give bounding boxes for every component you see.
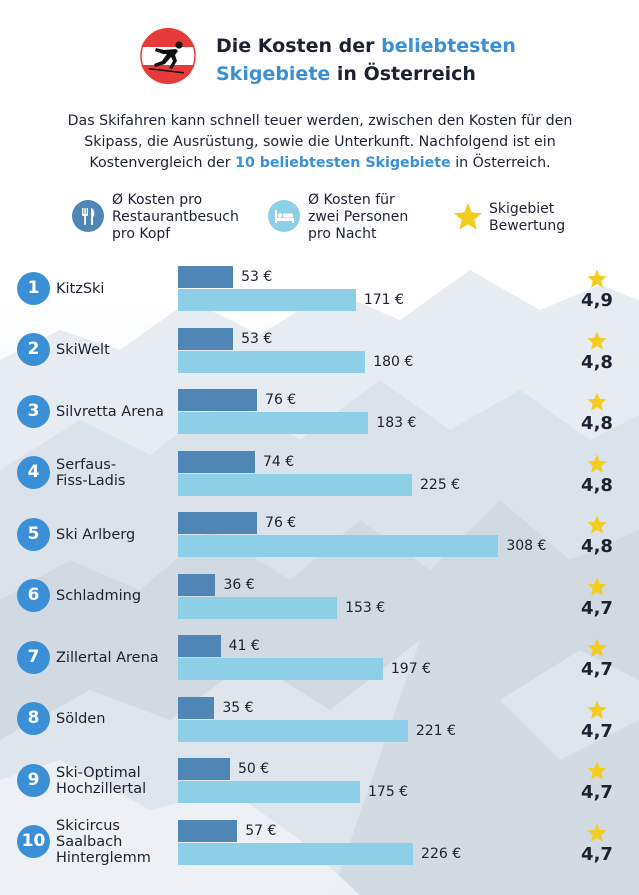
restaurant-cost-label: 74 €	[262, 453, 295, 470]
legend-lodging-label: Ø Kosten für zwei Personen pro Nacht	[308, 192, 409, 242]
title-highlight: beliebtesten	[381, 35, 516, 57]
legend-restaurant-label: Ø Kosten pro Restaurantbesuch pro Kopf	[112, 192, 239, 242]
rating-star-icon	[586, 391, 608, 413]
rating-star-icon	[586, 637, 608, 659]
rank-badge: 5	[17, 517, 50, 551]
rating-value: 4,9	[581, 290, 613, 311]
rank-badge: 6	[17, 579, 50, 612]
restaurant-cost-bar	[178, 512, 258, 534]
lodging-cost-label: 221 €	[415, 722, 456, 739]
resort-name: Skicircus Saalbach Hinterglemm	[56, 818, 151, 866]
lodging-cost-label: 171 €	[363, 292, 404, 308]
resort-name: Ski-Optimal Hochzillertal	[56, 764, 147, 797]
rating-value: 4,7	[581, 843, 613, 865]
restaurant-cost-label: 53 €	[241, 330, 273, 347]
rank-badge: 10	[17, 825, 50, 858]
lodging-cost-bar	[178, 781, 360, 803]
rating-star-icon	[586, 330, 608, 352]
page-title: Die Kosten der beliebtesten Skigebiete i…	[216, 35, 516, 85]
resort-name: Ski Arlberg	[56, 526, 136, 543]
rating-value: 4,7	[581, 720, 613, 742]
lodging-cost-label: 153 €	[345, 599, 386, 616]
lodging-cost-label: 197 €	[390, 661, 431, 677]
resort-name: Schladming	[56, 588, 142, 604]
restaurant-cost-bar	[178, 266, 234, 288]
legend-rating-label: Skigebiet Bewertung	[489, 201, 566, 234]
lodging-cost-bar	[178, 350, 366, 373]
rating-star-icon	[586, 453, 608, 475]
restaurant-cost-bar	[178, 573, 216, 596]
rank-badge: 9	[17, 763, 50, 797]
cutlery-icon	[72, 200, 104, 232]
restaurant-cost-label: 57 €	[245, 822, 277, 839]
restaurant-cost-bar	[178, 389, 258, 411]
restaurant-cost-label: 41 €	[228, 638, 260, 654]
lodging-cost-bar	[178, 289, 356, 311]
restaurant-cost-bar	[178, 758, 230, 780]
restaurant-cost-label: 76 €	[265, 392, 297, 408]
lodging-cost-bar	[178, 473, 412, 496]
restaurant-cost-label: 36 €	[223, 576, 255, 593]
restaurant-cost-bar	[178, 450, 255, 473]
lodging-cost-label: 226 €	[421, 845, 462, 862]
restaurant-cost-label: 50 €	[238, 761, 270, 777]
restaurant-cost-bar	[178, 819, 238, 842]
lodging-cost-label: 183 €	[376, 415, 417, 431]
restaurant-cost-bar	[178, 696, 215, 719]
restaurant-cost-bar	[178, 327, 234, 350]
rank-badge: 2	[17, 333, 50, 366]
lodging-cost-label: 180 €	[373, 353, 414, 370]
star-icon	[454, 203, 482, 230]
rating-value: 4,8	[581, 474, 613, 496]
restaurant-cost-bar	[178, 635, 221, 657]
rating-star-icon	[586, 514, 608, 536]
rating-star-icon	[586, 268, 608, 290]
rating-value: 4,7	[581, 597, 613, 619]
intro-text: Das Skifahren kann schnell teuer werden,…	[67, 113, 573, 171]
rating-value: 4,7	[581, 782, 613, 803]
lodging-cost-label: 225 €	[420, 476, 461, 493]
rank-badge: 7	[17, 640, 50, 674]
lodging-cost-label: 308 €	[506, 538, 547, 554]
rank-badge: 3	[17, 394, 50, 428]
resort-name: SkiWelt	[56, 342, 110, 358]
rating-star-icon	[586, 760, 608, 782]
rank-badge: 8	[17, 702, 50, 735]
lodging-cost-bar	[178, 658, 383, 680]
austria-skier-logo	[140, 28, 196, 84]
rank-badge: 1	[17, 271, 50, 305]
rank-badge: 4	[17, 456, 50, 489]
lodging-cost-bar	[178, 842, 414, 865]
rating-value: 4,8	[581, 351, 613, 373]
lodging-cost-bar	[178, 596, 338, 619]
lodging-cost-label: 175 €	[368, 784, 409, 800]
resort-name: Sölden	[56, 711, 106, 727]
bed-icon	[268, 200, 300, 232]
resort-name: Silvretta Arena	[56, 403, 164, 420]
rating-star-icon	[586, 699, 608, 721]
lodging-cost-bar	[178, 535, 499, 557]
rating-star-icon	[586, 822, 608, 844]
restaurant-cost-label: 76 €	[265, 515, 297, 531]
restaurant-cost-label: 53 €	[241, 269, 273, 285]
resort-name: Zillertal Arena	[56, 649, 159, 666]
rating-star-icon	[586, 576, 608, 598]
resort-name: KitzSki	[56, 280, 105, 297]
rating-value: 4,8	[581, 413, 613, 434]
title-highlight: Skigebiete	[216, 63, 331, 85]
lodging-cost-bar	[178, 412, 369, 434]
rating-value: 4,8	[581, 536, 613, 557]
lodging-cost-bar	[178, 719, 408, 742]
rating-value: 4,7	[581, 659, 613, 680]
restaurant-cost-label: 35 €	[222, 699, 254, 716]
resort-name: Serfaus- Fiss-Ladis	[56, 457, 126, 489]
